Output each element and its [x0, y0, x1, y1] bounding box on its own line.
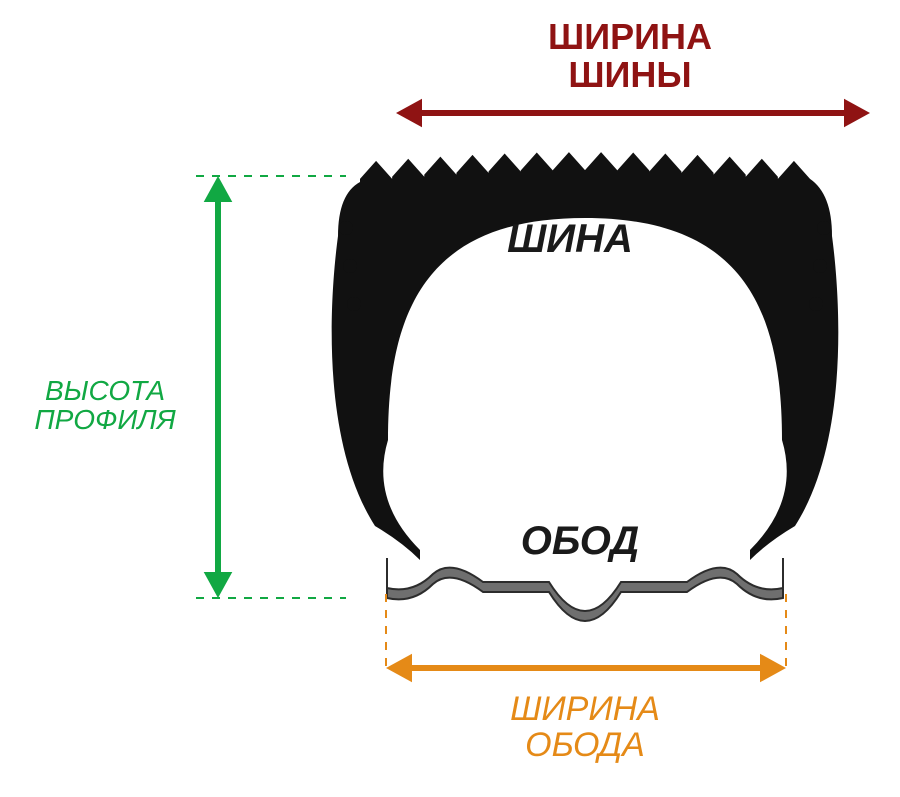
- shoulder-nub: [343, 259, 357, 273]
- label-tire-width: ШИРИНА ШИНЫ: [548, 18, 712, 94]
- arrowhead: [204, 176, 233, 202]
- tire-cross-section: [332, 152, 839, 560]
- shoulder-nub: [817, 221, 831, 235]
- shoulder-nub: [347, 297, 361, 311]
- shoulder-nub: [339, 221, 353, 235]
- label-rim-width: ШИРИНА ОБОДА: [510, 692, 660, 763]
- rim-cross-section: [387, 558, 783, 621]
- arrowhead: [760, 654, 786, 683]
- diagram-stage: ШИРИНА ШИНЫ ШИНА ВЫСОТА ПРОФИЛЯ ОБОД ШИР…: [0, 0, 900, 792]
- arrowhead: [386, 654, 412, 683]
- arrowhead: [396, 99, 422, 128]
- arrowhead: [204, 572, 233, 598]
- label-tire: ШИНА: [507, 218, 633, 260]
- label-profile-height: ВЫСОТА ПРОФИЛЯ: [34, 376, 175, 435]
- shoulder-nub: [809, 297, 823, 311]
- arrowhead: [844, 99, 870, 128]
- label-rim: ОБОД: [521, 520, 639, 562]
- shoulder-nub: [813, 259, 827, 273]
